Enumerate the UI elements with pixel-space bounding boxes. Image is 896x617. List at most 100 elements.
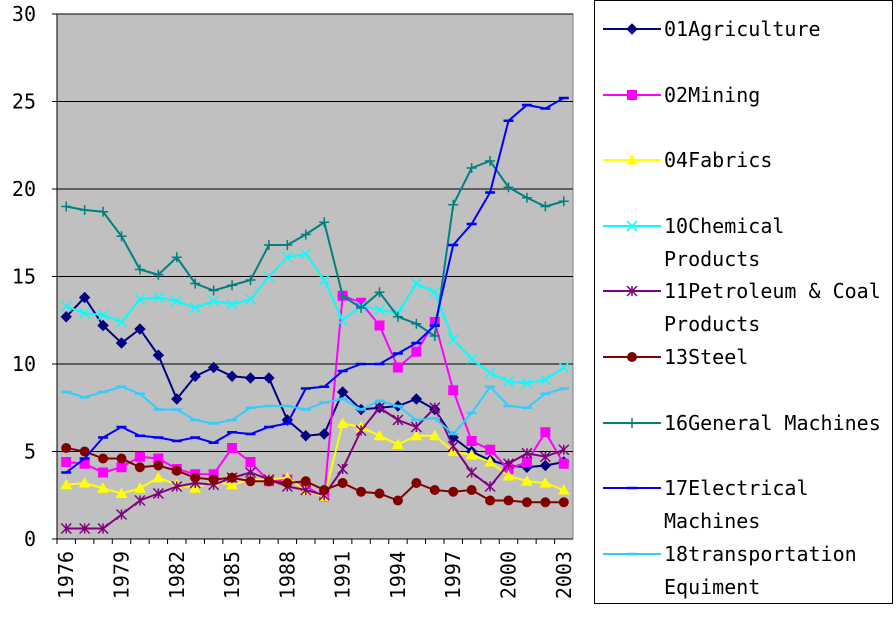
marker	[447, 440, 459, 452]
marker	[98, 453, 109, 464]
marker	[79, 205, 90, 215]
marker	[411, 478, 422, 488]
marker	[626, 285, 638, 297]
marker	[539, 459, 552, 472]
marker	[626, 154, 638, 165]
marker	[263, 240, 274, 250]
marker	[226, 370, 238, 382]
marker	[540, 201, 551, 212]
marker	[134, 293, 146, 305]
marker	[60, 478, 73, 490]
marker	[356, 303, 367, 313]
marker	[134, 462, 145, 473]
marker	[539, 476, 552, 488]
marker	[392, 438, 404, 449]
marker	[484, 455, 496, 467]
legend-label: 02Mining	[664, 82, 761, 107]
marker	[429, 331, 440, 341]
marker	[466, 436, 477, 446]
y-tick-label: 30	[12, 2, 36, 26]
marker	[153, 269, 164, 280]
marker	[485, 495, 496, 506]
marker	[245, 275, 256, 285]
marker	[557, 483, 570, 495]
marker	[61, 443, 72, 453]
marker	[263, 270, 275, 283]
marker	[540, 427, 551, 438]
marker	[374, 320, 385, 331]
marker	[116, 453, 127, 464]
marker	[190, 472, 201, 483]
marker	[134, 494, 146, 507]
marker	[392, 311, 403, 322]
marker	[61, 201, 72, 212]
marker	[79, 307, 91, 319]
marker	[300, 229, 311, 240]
marker	[503, 495, 514, 506]
marker	[171, 393, 183, 405]
x-tick-label: 1982	[165, 551, 189, 599]
legend-swatch	[603, 154, 661, 165]
marker	[282, 240, 293, 250]
marker	[79, 446, 90, 457]
chart: 0 5 10 15 20 25 30 1976 1979 1982 1985 1988 1991 1994…	[12, 2, 576, 599]
legend-label: 04Fabrics	[664, 148, 773, 173]
marker	[227, 443, 238, 453]
marker	[78, 476, 91, 488]
marker	[558, 497, 569, 508]
marker	[502, 375, 515, 388]
marker	[373, 402, 386, 414]
marker	[61, 457, 72, 467]
marker	[466, 353, 478, 365]
legend-label: 17Electrical Machines	[664, 476, 809, 534]
x-tick-label: 1991	[331, 551, 355, 599]
marker	[484, 367, 496, 379]
marker	[281, 251, 293, 263]
marker	[318, 428, 330, 440]
marker	[521, 192, 532, 203]
legend-swatch	[603, 552, 661, 556]
marker	[626, 220, 638, 232]
marker	[153, 460, 164, 471]
marker	[410, 421, 422, 433]
marker	[539, 451, 551, 463]
marker	[558, 361, 570, 374]
series-line	[65, 295, 564, 469]
series-line	[66, 406, 565, 530]
marker	[337, 463, 349, 475]
marker	[244, 466, 257, 479]
marker	[627, 352, 637, 362]
marker	[263, 372, 275, 384]
marker	[208, 285, 219, 296]
marker	[60, 522, 72, 535]
y-tick-label: 10	[12, 352, 36, 376]
marker	[60, 300, 72, 312]
marker	[485, 444, 496, 455]
x-tick-label: 1985	[220, 551, 244, 599]
series-line	[65, 252, 565, 385]
marker	[374, 488, 385, 499]
y-tick-label: 15	[12, 265, 36, 289]
marker	[208, 295, 220, 307]
marker	[244, 372, 257, 384]
marker	[558, 458, 569, 469]
marker	[448, 199, 459, 210]
marker	[97, 522, 109, 535]
marker	[465, 448, 478, 460]
series-line	[66, 159, 565, 338]
marker	[190, 278, 201, 289]
legend-label: 13Steel	[664, 345, 749, 369]
legend-label: 16General Machines	[664, 410, 881, 435]
marker	[627, 89, 637, 100]
marker	[626, 23, 638, 35]
marker	[466, 466, 478, 479]
marker	[319, 217, 330, 228]
marker	[410, 429, 423, 441]
marker	[558, 444, 570, 456]
x-tick-label: 1976	[54, 551, 78, 599]
marker	[189, 302, 201, 314]
marker	[356, 486, 367, 497]
marker	[627, 417, 637, 428]
marker	[78, 291, 91, 304]
legend: 01Agriculture 02Mining 04Fabrics 10Chemical…	[594, 0, 893, 604]
